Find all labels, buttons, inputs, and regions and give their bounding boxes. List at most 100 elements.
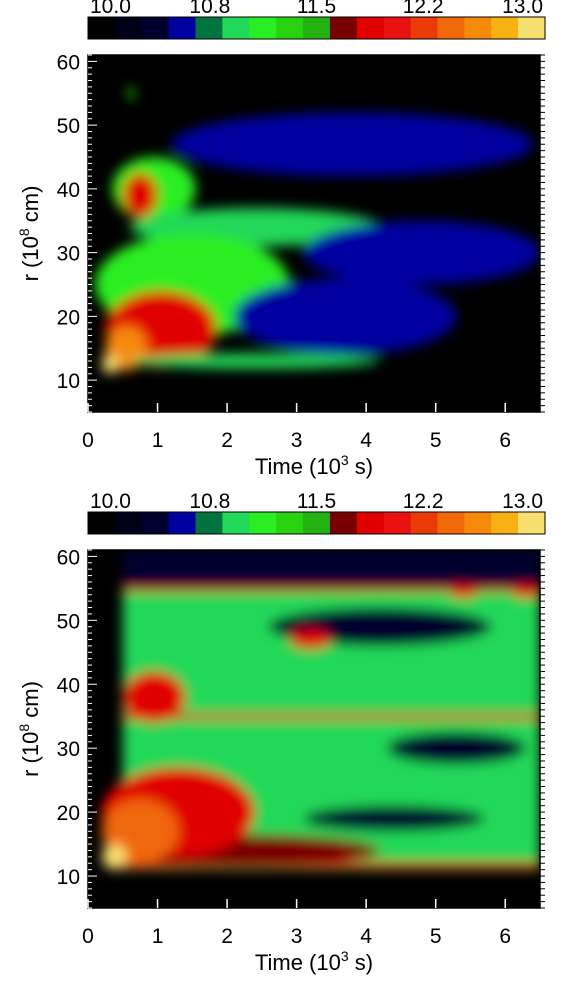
colorbar-cell	[383, 512, 412, 534]
colorbar-cell	[195, 512, 224, 534]
colorbar-cell	[518, 512, 546, 534]
heatmap-feature	[122, 671, 186, 723]
colorbar-cell	[168, 17, 197, 39]
x-tick-label: 3	[291, 429, 303, 452]
y-axis-label-2: r (108 cm)	[16, 681, 43, 777]
heatmap-feature	[289, 629, 332, 650]
heatmap-feature	[101, 844, 127, 870]
y-axis-label-text: r (10	[18, 236, 43, 281]
colorbar-tick-label: 10.0	[90, 0, 131, 18]
colorbar-2-frame	[87, 511, 546, 535]
colorbar-cell	[276, 512, 304, 534]
colorbar-cell	[114, 17, 143, 39]
colorbar-cell	[114, 512, 143, 534]
y-tick-label: 20	[57, 802, 80, 825]
y-tick-label: 40	[57, 179, 80, 202]
colorbar-cell	[249, 512, 277, 534]
colorbar-1-frame	[87, 16, 546, 40]
heatmap-feature	[122, 713, 540, 720]
colorbar-cell	[222, 512, 250, 534]
colorbar-tick-label: 13.0	[502, 490, 543, 513]
colorbar-tick-label: 10.8	[189, 0, 230, 18]
x-axis-label-tail: s)	[349, 950, 373, 975]
plot-1-ticks	[87, 54, 545, 413]
colorbar-2-cells	[88, 512, 546, 534]
y-axis-label-exp: 8	[16, 724, 32, 732]
panel-2: 10.0 10.8 11.5 12.2 13.0 0 1 2 3 4 5 6102030405060…	[16, 490, 546, 975]
colorbar-cell	[437, 512, 465, 534]
y-tick-label: 50	[57, 610, 80, 633]
colorbar-tick-label: 13.0	[502, 0, 543, 18]
plot-2-tick-labels: 0 1 2 3 4 5 6 10 20 30 40 50 60	[57, 546, 511, 948]
colorbar-tick-label: 11.5	[297, 490, 336, 513]
heatmap-feature	[101, 354, 119, 374]
y-axis-label-text: r (10	[18, 732, 43, 777]
colorbar-1-cells	[88, 17, 546, 39]
heatmap-1-features	[94, 86, 540, 374]
colorbar-tick-label: 12.2	[403, 0, 444, 18]
colorbar-1-labels: 10.0 10.8 11.5 12.2 13.0	[90, 0, 543, 18]
heatmap-feature	[129, 353, 381, 369]
y-axis-label-tail: cm)	[18, 681, 43, 724]
colorbar-cell	[141, 17, 170, 39]
colorbar-cell	[88, 512, 116, 534]
y-tick-label: 20	[57, 306, 80, 329]
x-tick-label: 3	[291, 925, 303, 948]
heatmap-feature	[234, 278, 457, 355]
x-tick-label: 2	[221, 429, 233, 452]
y-tick-label: 40	[57, 674, 80, 697]
x-axis-label-exp: 3	[341, 948, 349, 964]
colorbar-cell	[195, 17, 224, 39]
x-axis-label-1: Time (103 s)	[255, 452, 373, 479]
x-tick-label: 2	[221, 925, 233, 948]
y-tick-label: 30	[57, 738, 80, 761]
x-axis-label-text: Time (10	[255, 454, 341, 479]
heatmap-1	[88, 55, 540, 412]
y-tick-label: 10	[57, 866, 80, 889]
x-tick-label: 6	[499, 429, 511, 452]
colorbar-cell	[518, 17, 546, 39]
heatmap-feature	[303, 220, 540, 285]
heatmap-feature	[512, 585, 540, 598]
colorbar-cell	[88, 17, 116, 39]
x-axis-label-exp: 3	[341, 452, 349, 468]
x-tick-label: 1	[152, 429, 164, 452]
panel-1: 10.0 10.8 11.5 12.2 13.0 0 1 2 3 4 5 6102030405060…	[16, 0, 546, 479]
colorbar-tick-label: 11.5	[297, 0, 336, 18]
heatmap-feature	[122, 550, 540, 589]
x-tick-label: 4	[360, 429, 372, 452]
colorbar-cell	[303, 512, 331, 534]
x-tick-label: 5	[430, 925, 442, 948]
y-tick-label: 50	[57, 115, 80, 138]
colorbar-cell	[356, 17, 385, 39]
colorbar-1: 10.0 10.8 11.5 12.2 13.0	[87, 0, 546, 40]
colorbar-tick-label: 12.2	[403, 490, 444, 513]
colorbar-cell	[329, 512, 358, 534]
x-tick-label: 1	[152, 925, 164, 948]
heatmap-feature	[122, 172, 158, 218]
plot-1-tick-labels: 0 1 2 3 4 5 6 10 20 30 40 50 60	[57, 51, 511, 452]
colorbar-cell	[222, 17, 250, 39]
colorbar-cell	[437, 17, 465, 39]
y-tick-label: 10	[57, 370, 80, 393]
colorbar-cell	[464, 17, 492, 39]
heatmap-feature	[303, 805, 485, 832]
colorbar-2: 10.0 10.8 11.5 12.2 13.0	[87, 490, 546, 535]
colorbar-cell	[464, 512, 492, 534]
x-axis-label-tail: s)	[349, 454, 373, 479]
x-tick-label: 5	[430, 429, 442, 452]
colorbar-cell	[410, 512, 439, 534]
x-tick-label: 0	[82, 925, 94, 948]
x-axis-label-text: Time (10	[255, 950, 341, 975]
colorbar-cell	[141, 512, 170, 534]
x-tick-label: 4	[360, 925, 372, 948]
colorbar-tick-label: 10.8	[189, 490, 230, 513]
colorbar-cell	[356, 512, 385, 534]
colorbar-cell	[383, 17, 412, 39]
y-axis-label-1: r (108 cm)	[16, 186, 43, 282]
colorbar-cell	[276, 17, 304, 39]
colorbar-tick-label: 10.0	[90, 490, 131, 513]
x-tick-label: 0	[82, 429, 94, 452]
y-tick-label: 30	[57, 243, 80, 266]
